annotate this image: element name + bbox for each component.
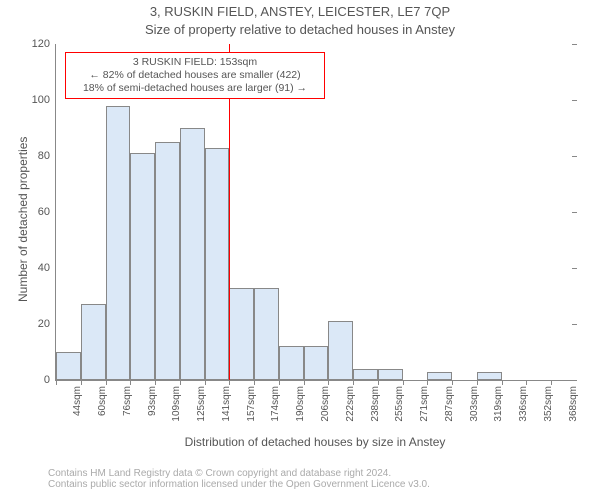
chart-title: Size of property relative to detached ho… [0, 22, 600, 37]
footer-line: Contains HM Land Registry data © Crown c… [48, 468, 430, 479]
y-tick-mark [572, 324, 577, 325]
x-tick-label: 222sqm [345, 386, 356, 422]
y-tick-label: 40 [38, 262, 56, 274]
x-tick-mark [502, 380, 503, 385]
x-tick-mark [56, 380, 57, 385]
y-tick-label: 0 [44, 374, 56, 386]
y-axis-label: Number of detached properties [16, 137, 30, 302]
y-tick-mark [572, 212, 577, 213]
x-tick-label: 157sqm [246, 386, 257, 422]
x-tick-label: 255sqm [394, 386, 405, 422]
chart-container: 3, RUSKIN FIELD, ANSTEY, LEICESTER, LE7 … [0, 0, 600, 500]
x-tick-mark [452, 380, 453, 385]
x-tick-label: 287sqm [444, 386, 455, 422]
x-tick-mark [81, 380, 82, 385]
y-tick-label: 60 [38, 206, 56, 218]
x-tick-label: 271sqm [419, 386, 430, 422]
x-tick-mark [155, 380, 156, 385]
x-tick-mark [328, 380, 329, 385]
x-tick-label: 206sqm [320, 386, 331, 422]
y-tick-label: 100 [32, 94, 56, 106]
annotation-line: ← 82% of detached houses are smaller (42… [72, 69, 318, 82]
histogram-bar [279, 346, 304, 380]
annotation-line: 18% of semi-detached houses are larger (… [72, 82, 318, 95]
histogram-bar [155, 142, 180, 380]
y-tick-mark [572, 156, 577, 157]
x-tick-label: 76sqm [122, 386, 133, 416]
histogram-bar [205, 148, 230, 380]
histogram-bar [106, 106, 131, 380]
histogram-bar [180, 128, 205, 380]
y-tick-label: 20 [38, 318, 56, 330]
x-tick-mark [254, 380, 255, 385]
x-tick-label: 319sqm [493, 386, 504, 422]
x-tick-mark [551, 380, 552, 385]
histogram-bar [254, 288, 279, 380]
x-tick-label: 336sqm [518, 386, 529, 422]
x-tick-mark [378, 380, 379, 385]
histogram-bar [304, 346, 329, 380]
y-tick-mark [572, 44, 577, 45]
x-tick-mark [279, 380, 280, 385]
x-tick-label: 60sqm [97, 386, 108, 416]
y-tick-label: 120 [32, 38, 56, 50]
x-tick-mark [130, 380, 131, 385]
x-tick-label: 44sqm [72, 386, 83, 416]
histogram-bar [81, 304, 106, 380]
x-tick-label: 174sqm [270, 386, 281, 422]
x-tick-label: 93sqm [147, 386, 158, 416]
x-axis-label: Distribution of detached houses by size … [55, 435, 575, 449]
x-tick-mark [180, 380, 181, 385]
histogram-bar [378, 369, 403, 380]
x-tick-mark [353, 380, 354, 385]
footer-line: Contains public sector information licen… [48, 479, 430, 490]
x-tick-label: 109sqm [171, 386, 182, 422]
y-tick-label: 80 [38, 150, 56, 162]
x-tick-mark [477, 380, 478, 385]
annotation-box: 3 RUSKIN FIELD: 153sqm← 82% of detached … [65, 52, 325, 99]
x-tick-label: 368sqm [568, 386, 579, 422]
x-tick-label: 352sqm [543, 386, 554, 422]
footer-attribution: Contains HM Land Registry data © Crown c… [48, 468, 430, 490]
x-tick-label: 238sqm [370, 386, 381, 422]
annotation-line: 3 RUSKIN FIELD: 153sqm [72, 56, 318, 69]
x-tick-mark [526, 380, 527, 385]
histogram-bar [353, 369, 378, 380]
histogram-bar [56, 352, 81, 380]
histogram-bar [477, 372, 502, 380]
chart-supertitle: 3, RUSKIN FIELD, ANSTEY, LEICESTER, LE7 … [0, 4, 600, 19]
x-tick-mark [106, 380, 107, 385]
x-tick-mark [229, 380, 230, 385]
x-tick-label: 190sqm [295, 386, 306, 422]
x-tick-label: 141sqm [221, 386, 232, 422]
x-tick-mark [403, 380, 404, 385]
histogram-bar [328, 321, 353, 380]
histogram-bar [130, 153, 155, 380]
histogram-bar [427, 372, 452, 380]
x-tick-mark [427, 380, 428, 385]
x-tick-label: 125sqm [196, 386, 207, 422]
y-tick-mark [572, 268, 577, 269]
x-tick-label: 303sqm [469, 386, 480, 422]
histogram-bar [229, 288, 254, 380]
y-tick-mark [572, 100, 577, 101]
y-tick-mark [572, 380, 577, 381]
x-tick-mark [304, 380, 305, 385]
x-tick-mark [205, 380, 206, 385]
